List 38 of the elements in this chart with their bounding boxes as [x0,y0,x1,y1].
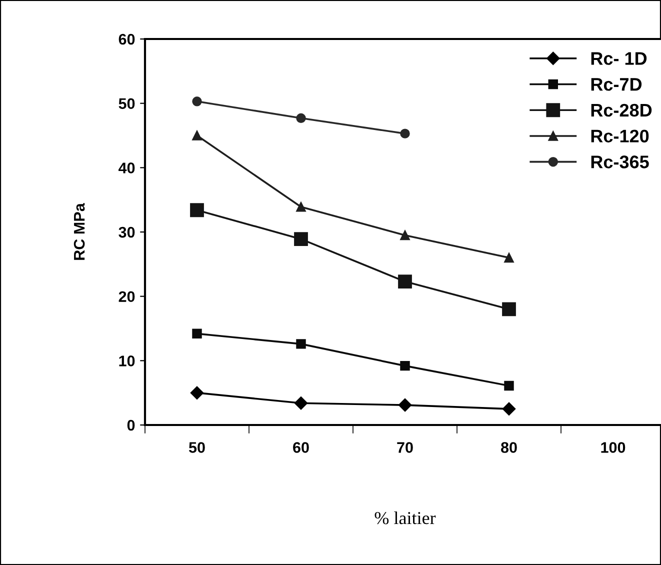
point [192,130,202,140]
y-tick-label: 0 [127,420,135,431]
point [296,113,306,123]
legend-label: Rc-120 [591,130,649,142]
legend-label: Rc-7D [591,78,642,91]
point [296,339,306,349]
x-tick-label: 100 [601,442,626,453]
x-tick-label: 70 [397,442,413,453]
point [400,360,410,371]
point [296,202,306,212]
legend-label: Rc- 1D [591,52,647,65]
point [398,274,412,288]
x-tick-label: 60 [293,442,309,453]
y-tick-label: 20 [118,291,135,302]
point [398,398,412,412]
point [400,230,410,240]
point [190,386,204,400]
legend-label: Rc-365 [591,156,649,168]
x-axis-title: % laitier [374,511,436,524]
y-tick-label: 30 [118,226,135,238]
y-tick-label: 60 [118,34,135,45]
point [502,402,516,416]
y-axis-title: RC MPa [74,203,85,260]
y-tick-label: 40 [118,162,135,174]
point [400,128,410,138]
point [192,328,202,339]
point [502,302,516,316]
y-tick-label: 10 [119,356,135,366]
point [190,203,204,218]
x-tick-label: 50 [188,442,205,453]
point [294,232,308,246]
y-tick-label: 50 [118,98,135,110]
point [504,252,514,263]
legend-label: Rc-28D [591,104,652,117]
x-tick-label: 80 [500,442,517,453]
point [504,380,514,391]
point [192,96,202,106]
point [294,396,308,410]
